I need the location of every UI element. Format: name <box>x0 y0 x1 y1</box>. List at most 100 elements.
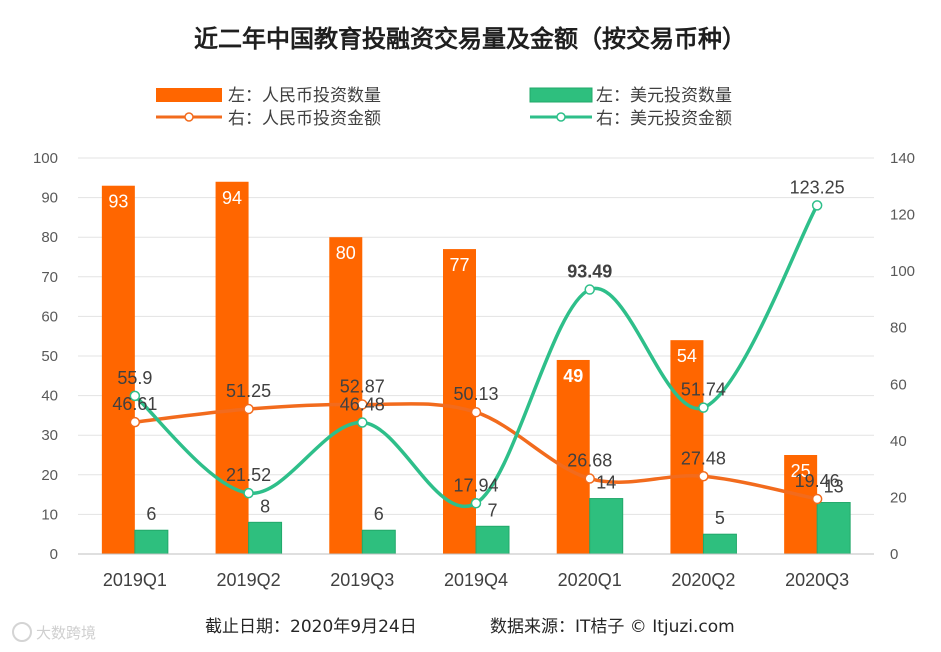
data-label-usd-amount: 17.94 <box>453 475 498 495</box>
data-label-rmb-count: 49 <box>563 366 583 386</box>
data-label-usd-amount: 55.9 <box>117 368 152 388</box>
left-axis-tick-label: 10 <box>41 506 58 523</box>
category-label: 2019Q4 <box>444 570 508 590</box>
category-label: 2019Q3 <box>330 570 394 590</box>
point-rmb-amount <box>243 403 254 415</box>
data-label-usd-count: 6 <box>374 504 384 524</box>
watermark: 大数跨境 <box>12 622 96 642</box>
legend-swatch-rmb-count <box>156 88 222 102</box>
footer-date: 截止日期：2020年9月24日 <box>205 617 417 637</box>
watermark-logo-icon <box>12 622 32 642</box>
data-label-rmb-count: 25 <box>791 461 811 481</box>
category-label: 2020Q2 <box>671 570 735 590</box>
bar-usd-count <box>702 533 737 555</box>
point-usd-amount <box>357 417 368 428</box>
left-axis-tick-label: 70 <box>41 269 58 286</box>
data-label-usd-count: 7 <box>487 500 497 520</box>
right-axis-tick-label: 20 <box>890 489 907 506</box>
bar-rmb-count <box>215 181 249 554</box>
watermark-text: 大数跨境 <box>36 624 96 642</box>
legend-item-rmb-amount: 右：人民币投资金额 <box>156 109 381 129</box>
right-axis-tick-label: 100 <box>890 263 915 280</box>
bar-usd-count <box>134 529 169 555</box>
category-label: 2019Q2 <box>217 570 281 590</box>
bar-rmb-count <box>784 455 818 554</box>
right-axis-tick-label: 40 <box>890 433 907 450</box>
data-label-usd-amount: 51.74 <box>681 380 726 400</box>
data-label-rmb-amount: 50.13 <box>453 384 498 404</box>
point-usd-amount <box>811 200 823 211</box>
data-label-rmb-amount: 52.87 <box>340 376 385 396</box>
footer-source: 数据来源：IT桔子 © Itjuzi.com <box>490 617 735 637</box>
left-axis-tick-label: 50 <box>41 348 58 365</box>
point-rmb-amount <box>584 473 595 484</box>
point-usd-amount <box>470 498 482 509</box>
data-label-rmb-count: 80 <box>336 243 356 263</box>
left-axis-tick-label: 80 <box>41 229 58 246</box>
point-rmb-amount <box>357 399 368 410</box>
data-label-usd-amount: 21.52 <box>226 465 271 485</box>
data-label-rmb-amount: 26.68 <box>567 451 612 471</box>
category-label: 2020Q3 <box>785 570 849 590</box>
legend: 左：人民币投资数量 左：美元投资数量 右：人民币投资金额 右：美元投资金额 <box>156 86 732 129</box>
data-label-usd-count: 13 <box>824 477 844 497</box>
bar-usd-count <box>361 529 396 555</box>
data-label-rmb-amount: 51.25 <box>226 381 271 401</box>
legend-item-usd-count: 左：美元投资数量 <box>529 86 732 106</box>
left-axis-tick-label: 100 <box>33 150 58 167</box>
point-rmb-amount <box>470 406 482 418</box>
legend-marker-rmb-amount <box>184 112 194 122</box>
right-axis-tick-label: 60 <box>890 376 907 393</box>
data-label-rmb-count: 94 <box>222 188 242 208</box>
left-axis-tick-label: 0 <box>50 546 58 563</box>
bar-usd-count <box>589 498 624 555</box>
left-axis-tick-label: 90 <box>41 190 58 207</box>
data-label-rmb-count: 93 <box>108 192 128 212</box>
data-label-rmb-amount: 27.48 <box>681 448 726 468</box>
data-label-rmb-amount: 19.46 <box>795 471 840 491</box>
legend-swatch-usd-count <box>529 87 593 103</box>
left-axis-tick-label: 60 <box>41 308 58 325</box>
legend-label-usd-amount: 右：美元投资金额 <box>596 109 732 129</box>
point-rmb-amount <box>811 493 823 505</box>
bar-usd-count <box>816 502 851 555</box>
data-label-usd-count: 5 <box>715 508 725 528</box>
data-label-usd-amount: 93.49 <box>567 262 612 282</box>
bar-usd-count <box>248 521 283 555</box>
data-label-usd-count: 8 <box>260 496 270 516</box>
point-rmb-amount <box>698 471 709 482</box>
data-label-usd-amount: 46.48 <box>340 395 385 415</box>
right-axis-tick-label: 120 <box>890 207 915 224</box>
bar-rmb-count <box>443 249 476 554</box>
legend-item-usd-amount: 右：美元投资金额 <box>530 109 732 129</box>
left-axis-tick-label: 40 <box>41 388 58 405</box>
chart-title: 近二年中国教育投融资交易量及金额（按交易币种） <box>194 25 746 53</box>
data-label-usd-count: 6 <box>146 504 156 524</box>
legend-item-rmb-count: 左：人民币投资数量 <box>156 86 381 106</box>
data-label-rmb-count: 54 <box>677 346 697 366</box>
data-label-usd-count: 14 <box>596 473 616 493</box>
legend-label-usd-count: 左：美元投资数量 <box>596 86 732 106</box>
point-usd-amount <box>584 284 595 295</box>
point-usd-amount <box>698 402 709 413</box>
data-label-usd-amount: 123.25 <box>790 177 845 197</box>
data-label-rmb-count: 77 <box>449 255 469 275</box>
plot-area: 0 10 20 30 40 50 60 70 80 90 100 0 20 40 60 80 100 120 140… <box>33 150 915 590</box>
bar-rmb-count <box>556 359 590 554</box>
right-axis-tick-label: 140 <box>890 150 915 167</box>
legend-label-rmb-count: 左：人民币投资数量 <box>228 86 381 106</box>
left-axis-tick-label: 20 <box>41 467 58 484</box>
bar-rmb-count <box>329 237 363 554</box>
data-label-rmb-amount: 46.61 <box>112 394 157 414</box>
bar-rmb-count <box>101 185 135 554</box>
point-usd-amount <box>243 487 254 499</box>
left-axis-tick-label: 30 <box>41 427 58 444</box>
point-rmb-amount <box>129 416 141 428</box>
right-axis-tick-label: 0 <box>890 546 898 563</box>
right-axis-tick-label: 80 <box>890 320 907 337</box>
category-label: 2020Q1 <box>558 570 622 590</box>
category-label: 2019Q1 <box>103 570 167 590</box>
bar-usd-count <box>475 525 510 555</box>
bar-rmb-count <box>670 340 704 554</box>
